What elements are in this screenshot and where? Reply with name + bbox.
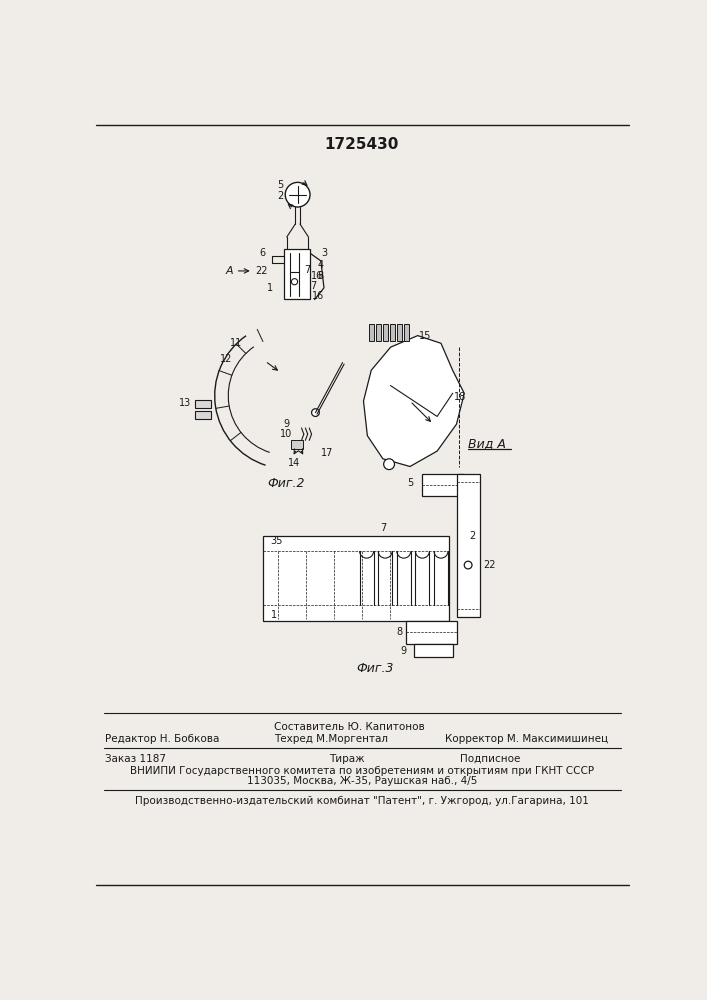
Circle shape: [464, 561, 472, 569]
Text: Составитель Ю. Капитонов: Составитель Ю. Капитонов: [274, 722, 425, 732]
Text: 12: 12: [220, 354, 233, 364]
Bar: [263, 536, 449, 620]
Bar: [383, 324, 388, 341]
Text: 7: 7: [304, 265, 310, 275]
Circle shape: [291, 279, 298, 285]
Text: Заказ 1187: Заказ 1187: [105, 754, 166, 764]
Bar: [457, 474, 480, 617]
Bar: [397, 324, 402, 341]
Text: Корректор М. Максимишинец: Корректор М. Максимишинец: [445, 734, 608, 744]
Text: Редактор Н. Бобкова: Редактор Н. Бобкова: [105, 734, 220, 744]
Bar: [195, 411, 211, 419]
Text: 8: 8: [318, 271, 324, 281]
Text: 15: 15: [419, 331, 432, 341]
Text: Фиг.2: Фиг.2: [267, 477, 305, 490]
Text: 14: 14: [288, 458, 300, 468]
Bar: [284, 249, 310, 299]
Text: 10: 10: [280, 429, 292, 439]
Text: 5: 5: [277, 180, 284, 190]
Bar: [406, 620, 457, 644]
Polygon shape: [363, 336, 464, 466]
Bar: [369, 324, 374, 341]
Text: 35: 35: [271, 536, 283, 546]
Bar: [390, 324, 395, 341]
Text: 7: 7: [380, 523, 386, 533]
Bar: [421, 474, 464, 496]
Text: 22: 22: [484, 560, 496, 570]
Text: 6: 6: [259, 248, 265, 258]
Text: 9: 9: [283, 419, 289, 429]
Text: 8: 8: [396, 627, 402, 637]
Bar: [404, 324, 409, 341]
Text: 17: 17: [321, 448, 333, 458]
Text: 2: 2: [277, 191, 284, 201]
Circle shape: [384, 459, 395, 470]
Text: 16: 16: [311, 271, 323, 281]
Text: 11: 11: [230, 338, 242, 348]
Text: 2: 2: [469, 531, 475, 541]
Text: 9: 9: [400, 646, 406, 656]
Text: Производственно-издательский комбинат "Патент", г. Ужгород, ул.Гагарина, 101: Производственно-издательский комбинат "П…: [135, 796, 589, 806]
Text: 4: 4: [318, 260, 324, 270]
Text: 7: 7: [310, 281, 316, 291]
Text: Фиг.3: Фиг.3: [356, 662, 394, 675]
Text: 13: 13: [179, 398, 192, 408]
Text: Подписное: Подписное: [460, 754, 521, 764]
Text: 1725430: 1725430: [325, 137, 399, 152]
Text: 1: 1: [267, 283, 273, 293]
Text: 113035, Москва, Ж-35, Раушская наб., 4/5: 113035, Москва, Ж-35, Раушская наб., 4/5: [247, 776, 477, 786]
Bar: [291, 440, 303, 449]
Text: ВНИИПИ Государственного комитета по изобретениям и открытиям при ГКНТ СССР: ВНИИПИ Государственного комитета по изоб…: [130, 766, 594, 776]
Text: Техред М.Моргентал: Техред М.Моргентал: [274, 734, 388, 744]
Text: 3: 3: [321, 248, 327, 258]
Circle shape: [312, 409, 320, 416]
Text: 18: 18: [455, 392, 467, 402]
Bar: [414, 644, 452, 657]
Circle shape: [285, 182, 310, 207]
Text: Тираж: Тираж: [329, 754, 364, 764]
Text: 22: 22: [256, 266, 268, 276]
Text: 16: 16: [312, 291, 325, 301]
Text: Вид A: Вид A: [468, 437, 506, 450]
Text: 1: 1: [271, 610, 276, 620]
Text: 5: 5: [407, 478, 413, 488]
Text: A: A: [226, 266, 233, 276]
Bar: [376, 324, 381, 341]
Bar: [195, 400, 211, 408]
